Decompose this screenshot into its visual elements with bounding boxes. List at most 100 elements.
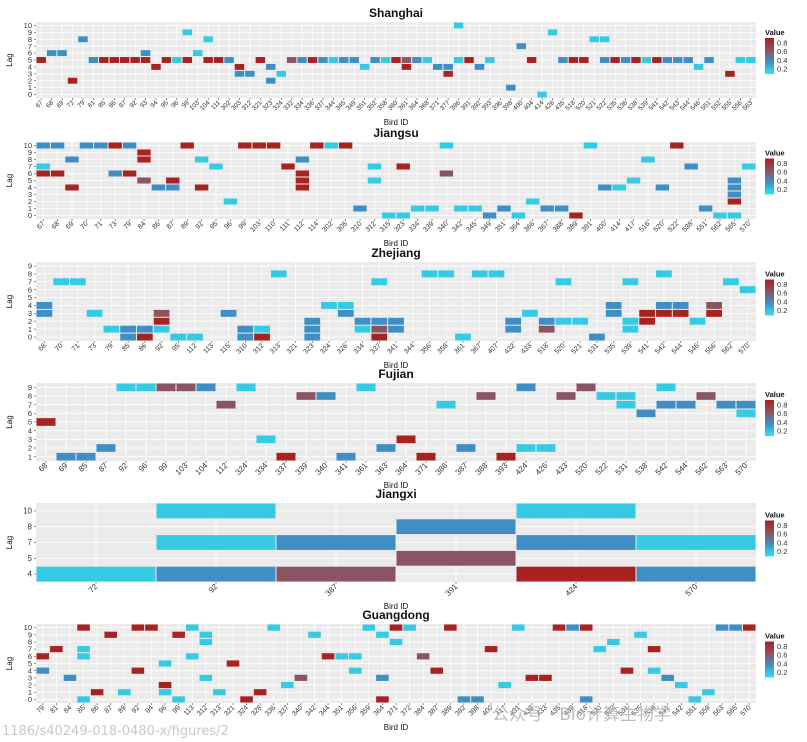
heatmap-cell [65, 184, 79, 191]
x-tick-label: 417 [624, 220, 637, 233]
heatmap-cell [78, 36, 88, 43]
x-tick-label: 71 [94, 220, 105, 231]
x-tick-label: 324 [319, 342, 332, 355]
heatmap-cell [636, 566, 756, 582]
y-tick-label: 6 [28, 169, 32, 178]
heatmap-cell [335, 653, 348, 660]
heatmap-cell [36, 653, 50, 660]
heatmap-cell [65, 156, 79, 163]
legend-title: Value [765, 270, 785, 279]
x-tick-label: 310 [350, 220, 363, 233]
x-tick-label: 361 [354, 461, 370, 477]
y-tick-label: 9 [28, 148, 32, 157]
heatmap-cell [605, 302, 622, 309]
x-tick-label: 313 [269, 342, 282, 355]
heatmap-cell [199, 674, 213, 681]
x-tick-label: 531 [587, 342, 600, 355]
x-tick-label: 67 [36, 220, 47, 231]
heatmap-cell [376, 631, 389, 638]
legend-title: Value [765, 28, 785, 37]
heatmap-cell [276, 70, 286, 77]
heatmap-cell [90, 689, 104, 696]
heatmap-cell [511, 624, 525, 631]
x-tick-label: 389 [441, 704, 454, 717]
heatmap-cell [276, 452, 296, 461]
legend-tick-label: 0.2 [777, 65, 787, 74]
heatmap-cell [203, 36, 213, 43]
heatmap-cell [471, 696, 484, 703]
heatmap-cell [238, 142, 252, 149]
legend-tick-label: 0.4 [777, 176, 787, 185]
legend-tick-label: 0.8 [777, 159, 787, 168]
heatmap-cell [318, 57, 328, 63]
x-tick-label: 520 [653, 220, 666, 233]
heatmap-cell [172, 631, 185, 638]
legend-tick-label: 0.2 [777, 306, 787, 315]
x-tick-label: 424 [564, 582, 580, 598]
y-tick-label: 6 [28, 409, 32, 418]
x-tick-label: 334 [353, 342, 366, 355]
heatmap-cell [647, 667, 661, 674]
heatmap-cell [439, 142, 454, 149]
heatmap-cell [153, 325, 170, 333]
heatmap-cell [194, 156, 209, 163]
heatmap-cell [568, 57, 579, 63]
x-tick-label: 426 [534, 461, 550, 477]
watermark-right: 公众号 · Bio计算生物学 [492, 705, 671, 725]
heatmap-cell [453, 57, 464, 63]
x-tick-label: 551 [685, 704, 698, 717]
y-tick-label: 7 [28, 538, 33, 547]
heatmap-cell [120, 333, 136, 341]
heatmap-cell [538, 325, 555, 333]
x-tick-label: 315 [379, 220, 392, 233]
heatmap-cell [723, 278, 739, 286]
heatmap-cell [50, 142, 65, 149]
x-tick-label: 69 [57, 461, 70, 474]
x-tick-label: 340 [314, 461, 330, 477]
heatmap-cell [46, 50, 57, 57]
heatmap-cell [371, 278, 388, 286]
heatmap-cell [137, 156, 151, 163]
heatmap-cell [498, 681, 511, 689]
x-tick-label: 563 [714, 461, 730, 477]
y-tick-label: 4 [28, 666, 32, 675]
y-tick-label: 4 [28, 570, 33, 579]
heatmap-cell [166, 177, 180, 184]
heatmap-cell [656, 383, 676, 392]
x-tick-label: 342 [451, 220, 464, 233]
y-tick-label: 0 [28, 695, 32, 704]
x-tick-label: 70 [54, 342, 65, 353]
heatmap-cell [203, 57, 213, 63]
y-tick-label: 7 [28, 400, 32, 409]
heatmap-cell [36, 170, 50, 177]
heatmap-cell [308, 631, 321, 638]
heatmap-cell [641, 156, 655, 163]
heatmap-cell [496, 452, 516, 461]
heatmap-cell [655, 184, 670, 191]
x-tick-label: 522 [594, 461, 610, 477]
heatmap-cell [77, 646, 90, 653]
x-tick-label: 388 [552, 220, 565, 233]
heatmap-cell [516, 535, 636, 550]
x-tick-label: 114 [307, 220, 320, 233]
x-tick-label: 341 [334, 461, 350, 477]
x-tick-label: 559 [699, 704, 712, 717]
heatmap-cell [610, 57, 620, 63]
heatmap-cell [196, 383, 216, 392]
x-tick-label: 551 [696, 220, 709, 233]
heatmap-cell [620, 667, 634, 674]
legend-colorbar [765, 520, 774, 557]
x-tick-label: 542 [671, 704, 684, 717]
heatmap-cell [267, 624, 281, 631]
y-tick-label: 1 [28, 325, 32, 334]
heatmap-cell [96, 444, 116, 452]
heatmap-cell [36, 57, 46, 63]
legend-tick-label: 0.8 [777, 39, 787, 48]
x-tick-label: 538 [681, 220, 694, 233]
heatmap-cell [702, 689, 715, 696]
heatmap-cell [736, 409, 756, 418]
y-tick-label: 6 [28, 285, 32, 294]
heatmap-cell [63, 674, 77, 681]
x-tick-label: 544 [674, 461, 690, 477]
